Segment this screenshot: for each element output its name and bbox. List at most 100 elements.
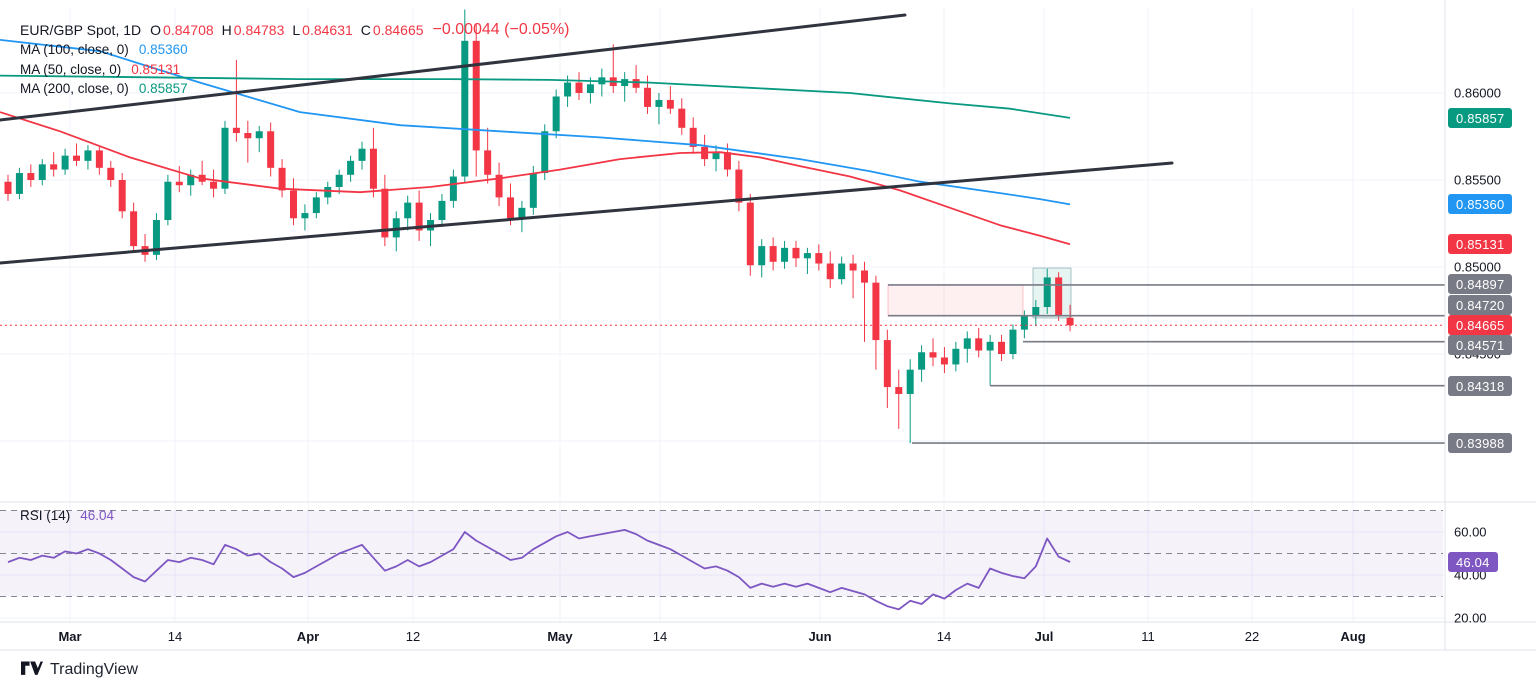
candle-body xyxy=(644,87,652,107)
time-label-12: 12 xyxy=(405,629,421,644)
candle-body xyxy=(723,152,731,170)
candle-body xyxy=(712,152,720,160)
candle-body xyxy=(290,190,297,219)
candle-body xyxy=(118,180,126,212)
time-label-14: 14 xyxy=(652,629,668,644)
candle-body xyxy=(826,263,834,280)
candle-body xyxy=(164,181,172,221)
time-label-apr: Apr xyxy=(296,629,320,644)
candle-body xyxy=(1020,315,1028,330)
ma100-line xyxy=(0,39,1071,206)
candle-body xyxy=(895,387,903,395)
candle-body xyxy=(541,131,549,174)
indicator-legend-row-1[interactable]: MA (50, close, 0) 0.85131 xyxy=(20,60,570,80)
tradingview-logo-icon xyxy=(21,661,43,675)
time-label-22: 22 xyxy=(1244,629,1260,644)
candle-body xyxy=(301,213,309,219)
rsi-value-badge: 46.04 xyxy=(1448,552,1498,572)
rsi-value: 46.04 xyxy=(80,508,115,523)
indicator-label: MA (50, close, 0) xyxy=(20,61,122,77)
time-label-jun: Jun xyxy=(808,629,832,644)
candle-body xyxy=(575,82,583,93)
ma100-badge: 0.85360 xyxy=(1448,194,1513,214)
candle-body xyxy=(975,338,983,351)
level-badge: 0.84318 xyxy=(1448,376,1513,396)
candle-body xyxy=(415,202,423,231)
candle-body xyxy=(632,79,640,88)
time-label-aug: Aug xyxy=(1340,629,1366,644)
tradingview-logo[interactable]: TradingView xyxy=(21,660,138,680)
level-badge: 0.84897 xyxy=(1448,274,1513,294)
candle-body xyxy=(586,84,594,93)
level-badge: 0.84571 xyxy=(1448,335,1513,355)
indicator-value: 0.85360 xyxy=(138,42,188,58)
candle-body xyxy=(221,127,229,189)
time-label-14: 14 xyxy=(936,629,952,644)
ohlc-value: 0.84631 xyxy=(302,22,353,38)
candle-body xyxy=(518,207,526,219)
ma200-line xyxy=(0,74,1071,119)
breakout-zone-box[interactable] xyxy=(1032,267,1072,319)
candle-body xyxy=(187,174,195,186)
price-tick: 0.85500 xyxy=(1454,172,1501,188)
candle-body xyxy=(449,176,457,201)
symbol-legend-row[interactable]: EUR/GBP Spot, 1D O 0.84708 H 0.84783 L 0.8463… xyxy=(20,20,570,40)
candle-body xyxy=(255,131,263,139)
indicator-label: MA (200, close, 0) xyxy=(20,81,129,97)
time-label-may: May xyxy=(547,629,573,644)
candle-body xyxy=(495,174,503,198)
indicator-legend-row-0[interactable]: MA (100, close, 0) 0.85360 xyxy=(20,40,570,60)
indicator-value: 0.85131 xyxy=(131,61,181,77)
candle-body xyxy=(735,169,743,203)
candle-body xyxy=(998,341,1006,354)
price-tick: 0.86000 xyxy=(1454,85,1501,101)
ma200-badge: 0.85857 xyxy=(1448,108,1513,128)
ohlc-value: 0.84783 xyxy=(233,22,285,38)
candle-body xyxy=(792,247,800,259)
candle-body xyxy=(38,164,46,180)
candle-body xyxy=(940,357,948,365)
trend-channel-line-upper[interactable] xyxy=(0,13,907,122)
candle-body xyxy=(107,167,115,180)
ohlc-values: O 0.84708 H 0.84783 L 0.84631 C 0.84665 xyxy=(150,22,423,38)
candle-body xyxy=(872,282,880,341)
candle-body xyxy=(244,133,252,139)
rsi-legend-row[interactable]: RSI (14) 46.04 xyxy=(20,508,114,523)
candle-body xyxy=(130,211,138,247)
candle-body xyxy=(883,340,891,388)
candle-body xyxy=(929,352,937,358)
candle-body xyxy=(438,200,446,221)
candle-body xyxy=(849,263,857,271)
time-label-11: 11 xyxy=(1141,629,1155,644)
candle-body xyxy=(781,247,789,262)
indicator-legend-row-2[interactable]: MA (200, close, 0) 0.85857 xyxy=(20,79,570,99)
candle-body xyxy=(335,174,343,187)
level-badge: 0.83988 xyxy=(1448,433,1513,453)
candle-body xyxy=(529,173,537,208)
supply-zone-box[interactable] xyxy=(887,284,1024,317)
time-label-jul: Jul xyxy=(1034,629,1054,644)
candle-body xyxy=(381,188,389,238)
candle-body xyxy=(461,40,469,177)
candle-body xyxy=(278,167,286,191)
candle-body xyxy=(152,220,160,255)
candle-body xyxy=(906,369,914,395)
chart-legend: EUR/GBP Spot, 1D O 0.84708 H 0.84783 L 0.8463… xyxy=(20,20,570,99)
candle-body xyxy=(61,155,69,170)
candle-body xyxy=(746,202,754,266)
trend-channel-line-lower[interactable] xyxy=(0,161,1174,265)
candle-body xyxy=(815,253,823,264)
candle-body xyxy=(50,164,58,170)
candle-body xyxy=(484,150,492,175)
candle-body xyxy=(369,148,377,189)
candle-body xyxy=(838,263,846,280)
candle-body xyxy=(666,99,674,109)
candle-body xyxy=(1066,317,1074,326)
indicator-value: 0.85857 xyxy=(138,81,188,97)
current-price-badge: 0.84665 xyxy=(1448,315,1513,335)
symbol-title[interactable]: EUR/GBP Spot, 1D xyxy=(20,22,142,38)
candle-body xyxy=(758,246,766,266)
indicator-legend: MA (100, close, 0) 0.85360 MA (50, close, … xyxy=(20,40,570,99)
candle-body xyxy=(963,338,971,349)
